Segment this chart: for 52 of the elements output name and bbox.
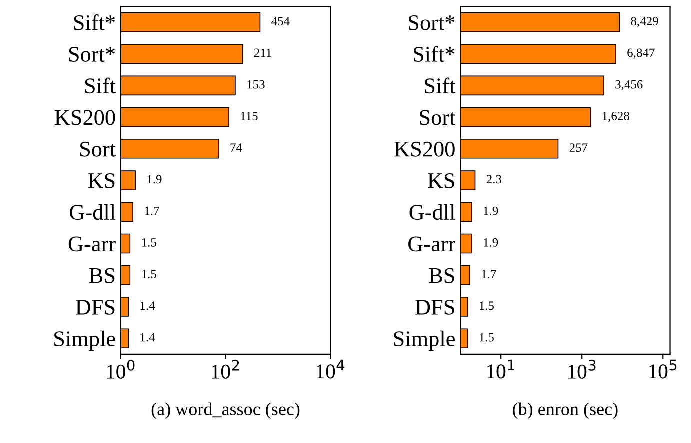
data-label: 1.9 <box>148 175 162 184</box>
y-tick-label: Sort <box>80 142 116 157</box>
data-label: 1,628 <box>602 112 630 122</box>
data-label: 1.4 <box>140 333 156 342</box>
data-label: 1.5 <box>142 238 156 247</box>
y-tick-label: Sort <box>420 110 456 126</box>
y-tick-label: BS <box>429 268 454 284</box>
data-label: 211 <box>254 48 272 58</box>
y-tick-label: G-dll <box>410 204 456 220</box>
y-tick-label: BS <box>90 268 115 284</box>
y-tick-label: Sort* <box>409 15 455 30</box>
y-tick-label: KS <box>88 174 115 188</box>
data-label: 1.7 <box>482 270 496 279</box>
y-tick-label: G-dll <box>70 204 116 220</box>
data-label: 1.9 <box>484 206 498 216</box>
data-label: 8,429 <box>631 17 658 28</box>
x-tick-label: 10$^{5}$ <box>649 360 677 379</box>
x-tick-label: 10$^{1}$ <box>487 360 515 379</box>
y-tick-label: G-arr <box>408 236 456 252</box>
y-tick-label: G-arr <box>68 236 116 252</box>
data-label: 153 <box>248 80 265 89</box>
data-label: 3,456 <box>616 80 643 91</box>
data-label: 1.5 <box>480 302 494 310</box>
data-label: 1.5 <box>480 333 494 342</box>
data-label: 1.9 <box>484 238 498 247</box>
data-label: 74 <box>230 144 242 152</box>
y-tick-label: Sort* <box>69 47 116 62</box>
y-tick-label: Sift* <box>74 14 116 30</box>
y-tick-label: Simple <box>54 330 116 352</box>
y-tick-label: Simple <box>394 330 455 352</box>
data-label: 257 <box>570 144 588 152</box>
x-axis-title: (a) word_assoc (sec) <box>152 402 300 420</box>
y-tick-label: DFS <box>416 300 454 315</box>
y-tick-label: Sift <box>425 78 456 94</box>
x-axis-title: (b) enron (sec) <box>513 402 618 420</box>
x-tick-label: 10$^{4}$ <box>316 360 345 379</box>
data-label: 1.7 <box>145 206 160 216</box>
data-label: 454 <box>272 17 290 26</box>
y-tick-label: KS <box>428 174 454 188</box>
y-tick-label: Sift* <box>414 46 455 62</box>
y-tick-label: KS200 <box>54 110 116 126</box>
y-tick-label: DFS <box>76 300 115 315</box>
data-label: 2.3 <box>486 175 502 184</box>
y-tick-label: KS200 <box>394 142 455 157</box>
y-tick-label: Sift <box>85 78 116 94</box>
data-label: 1.5 <box>142 270 156 279</box>
data-label: 1.4 <box>140 302 156 310</box>
x-tick-label: 10$^{0}$ <box>107 360 135 379</box>
data-label: 6,847 <box>628 48 655 59</box>
x-tick-label: 10$^{3}$ <box>568 360 596 379</box>
data-label: 115 <box>241 112 258 120</box>
x-tick-label: 10$^{2}$ <box>212 360 240 379</box>
